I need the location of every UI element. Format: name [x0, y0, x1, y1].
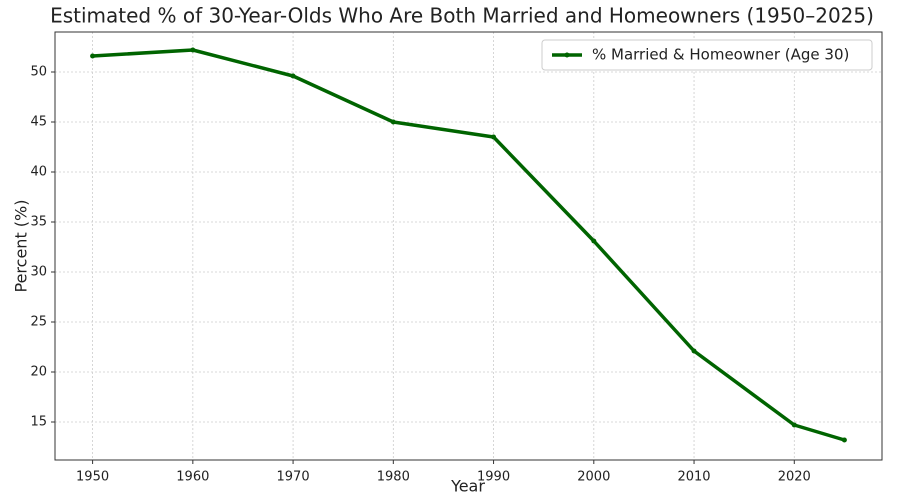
x-tick-label: 1980	[377, 470, 410, 485]
point	[841, 437, 847, 443]
x-tick-label: 1970	[277, 470, 310, 485]
point	[491, 134, 497, 140]
point	[691, 348, 697, 354]
x-tick-label: 2020	[778, 470, 811, 485]
series-line	[92, 48, 845, 442]
y-tick-label: 40	[30, 165, 47, 180]
x-tick-label: 1960	[176, 470, 209, 485]
legend-label: % Married & Homeowner (Age 30)	[592, 46, 849, 64]
point	[791, 422, 797, 428]
y-tick-label: 50	[30, 65, 47, 80]
point	[190, 47, 196, 53]
legend-marker	[564, 52, 570, 58]
y-tick-label: 35	[30, 215, 47, 230]
y-tick-label: 25	[30, 315, 47, 330]
y-axis-label: Percent (%)	[12, 200, 31, 293]
point	[591, 238, 597, 244]
y-tick-label: 15	[30, 415, 47, 430]
x-axis-label: Year	[450, 477, 485, 496]
y-tick-label: 45	[30, 115, 47, 130]
point	[90, 53, 96, 59]
x-tick-label: 2010	[677, 470, 710, 485]
x-tick-label: 1990	[477, 470, 510, 485]
x-tick-label: 2000	[577, 470, 610, 485]
plot-frame	[54, 31, 883, 461]
point	[390, 119, 396, 125]
y-tick-label: 30	[30, 265, 47, 280]
chart-title: Estimated % of 30-Year-Olds Who Are Both…	[50, 4, 874, 28]
point	[290, 73, 296, 79]
legend-box	[541, 39, 873, 71]
y-tick-label: 20	[30, 365, 47, 380]
x-tick-label: 1950	[76, 470, 109, 485]
